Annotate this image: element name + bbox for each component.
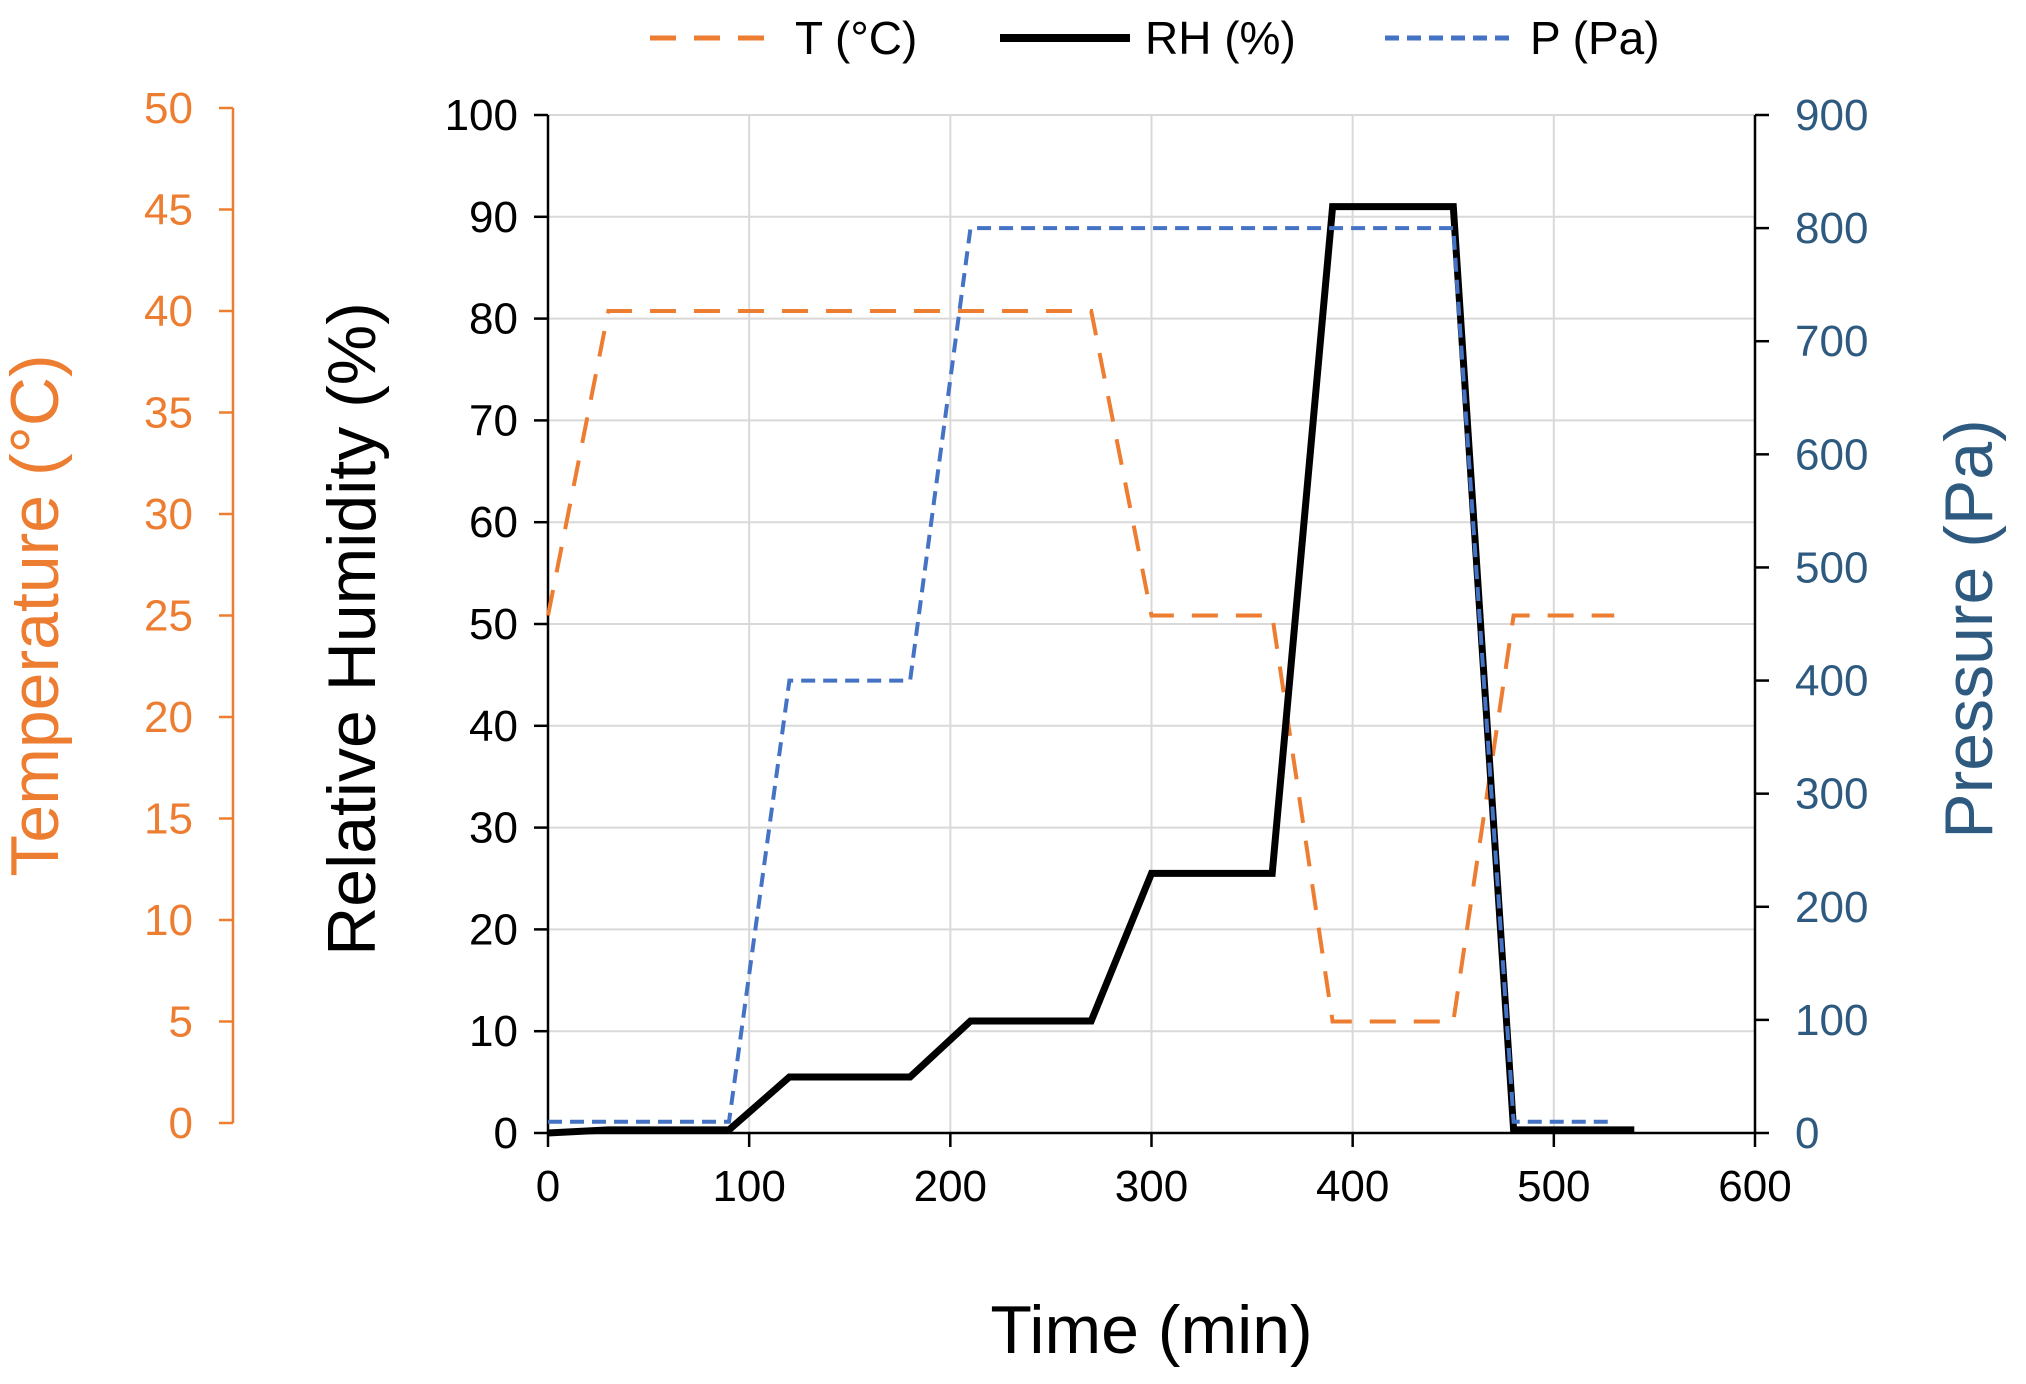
humidity-tick-label: 10 xyxy=(469,1007,518,1056)
series xyxy=(546,203,1635,1137)
humidity-axis-title: Relative Humidity (%) xyxy=(314,302,390,956)
x-tick-label: 600 xyxy=(1718,1162,1791,1211)
legend-label-temperature: T (°C) xyxy=(795,12,917,64)
temperature-axis-title: Temperature (°C) xyxy=(0,354,73,876)
humidity-tick-label: 20 xyxy=(469,905,518,954)
temperature-tick-label: 10 xyxy=(144,896,193,945)
x-tick-label: 200 xyxy=(914,1162,987,1211)
series-line-humidity xyxy=(547,203,1635,1137)
grid xyxy=(547,114,1756,1134)
pressure-tick-label: 600 xyxy=(1795,430,1868,479)
pressure-tick-label: 300 xyxy=(1795,770,1868,819)
temperature-tick-label: 20 xyxy=(144,693,193,742)
pressure-tick-label: 500 xyxy=(1795,543,1868,592)
humidity-tick-label: 70 xyxy=(469,396,518,445)
temperature-tick-label: 45 xyxy=(144,186,193,235)
humidity-tick-label: 80 xyxy=(469,295,518,344)
legend: T (°C) RH (%) P (Pa) xyxy=(650,12,1660,64)
x-tick-label: 400 xyxy=(1316,1162,1389,1211)
humidity-tick-label: 90 xyxy=(469,193,518,242)
axes: 0 100 200 300 400 500 600010203040506070809010… xyxy=(144,84,1868,1211)
x-tick-label: 500 xyxy=(1517,1162,1590,1211)
axis-titles: Time (min) Temperature (°C) Relative Hum… xyxy=(0,302,2007,1368)
humidity-tick-label: 50 xyxy=(469,600,518,649)
humidity-tick-label: 60 xyxy=(469,498,518,547)
pressure-tick-label: 900 xyxy=(1795,91,1868,140)
temperature-tick-label: 0 xyxy=(169,1099,193,1148)
pressure-tick-label: 400 xyxy=(1795,657,1868,706)
pressure-tick-label: 800 xyxy=(1795,204,1868,253)
pressure-tick-label: 200 xyxy=(1795,883,1868,932)
pressure-tick-label: 100 xyxy=(1795,996,1868,1045)
temperature-tick-label: 25 xyxy=(144,592,193,641)
x-tick-label: 100 xyxy=(712,1162,785,1211)
humidity-tick-label: 0 xyxy=(494,1109,518,1158)
pressure-tick-label: 0 xyxy=(1795,1109,1819,1158)
humidity-tick-label: 30 xyxy=(469,804,518,853)
temperature-tick-label: 5 xyxy=(169,998,193,1047)
x-axis-title: Time (min) xyxy=(990,1292,1312,1368)
humidity-tick-label: 100 xyxy=(445,91,518,140)
temperature-tick-label: 40 xyxy=(144,287,193,336)
series-line-pressure xyxy=(548,226,1615,1124)
temperature-tick-label: 35 xyxy=(144,389,193,438)
temperature-tick-label: 15 xyxy=(144,795,193,844)
legend-label-pressure: P (Pa) xyxy=(1530,12,1660,64)
humidity-tick-label: 40 xyxy=(469,702,518,751)
legend-label-humidity: RH (%) xyxy=(1145,12,1296,64)
temperature-tick-label: 30 xyxy=(144,490,193,539)
pressure-tick-label: 700 xyxy=(1795,317,1868,366)
x-tick-label: 300 xyxy=(1115,1162,1188,1211)
series-line-temperature xyxy=(546,309,1615,1024)
temperature-tick-label: 50 xyxy=(144,84,193,133)
pressure-axis-title: Pressure (Pa) xyxy=(1931,419,2007,838)
x-tick-label: 0 xyxy=(536,1162,560,1211)
